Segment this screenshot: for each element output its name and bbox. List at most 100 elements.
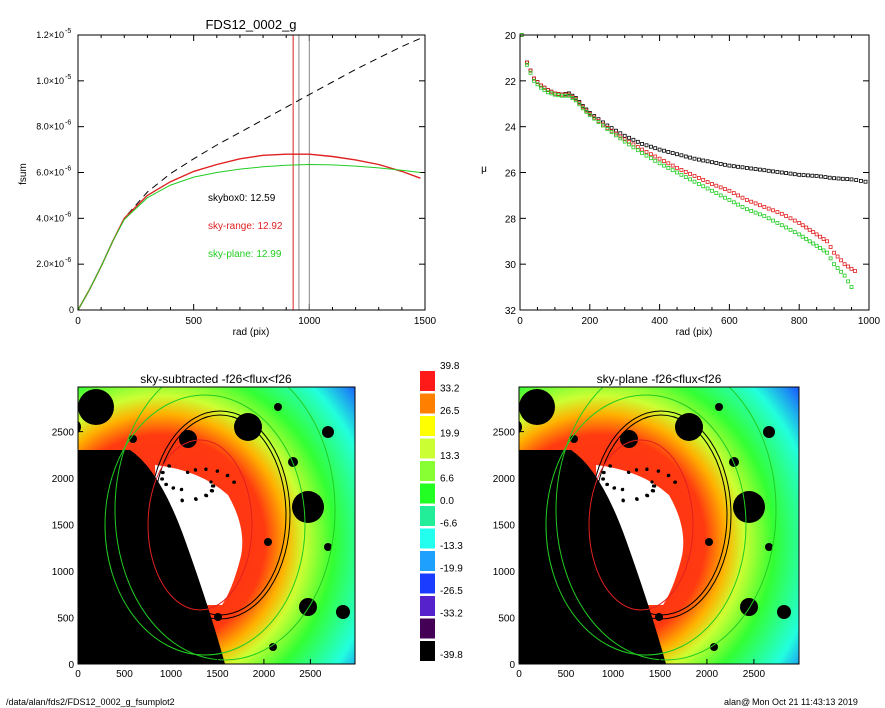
mu-point [570, 96, 575, 100]
mu-point [823, 175, 828, 180]
mu-point [556, 93, 561, 98]
mu-point [675, 165, 679, 170]
heatmap-ytick-label: 1000 [493, 567, 516, 578]
colorbar-label: -26.5 [440, 586, 463, 597]
mu-point [779, 211, 784, 216]
mu-point [635, 139, 640, 144]
mu-point [649, 152, 653, 157]
heatmap2-aperture-red [588, 439, 694, 611]
mu-point [736, 202, 740, 207]
mu-point [532, 78, 536, 83]
fsum-ytick-exponent: -6 [65, 120, 71, 127]
mu-point [821, 237, 826, 241]
mu-point [670, 163, 675, 168]
heatmap1-aperture-red [147, 439, 253, 611]
masked-star [621, 498, 625, 502]
mu-point [797, 232, 802, 237]
mu-point [627, 142, 631, 147]
colorbar-label: -33.2 [440, 609, 463, 620]
mu-point [697, 175, 701, 180]
mu-xtick-label: 0 [517, 316, 523, 327]
fsum-ytick-label: 1.0×10 [36, 76, 64, 86]
heatmap1-aperture-green-inner [104, 394, 306, 656]
mu-point [835, 266, 840, 270]
mu-point [758, 212, 762, 217]
mu-xtick-label: 200 [581, 316, 598, 327]
mu-point [846, 264, 850, 269]
mu-ytick-label: 20 [505, 31, 517, 42]
masked-star [78, 389, 114, 425]
masked-star [656, 469, 660, 473]
mu-point [649, 144, 653, 149]
fsum-ylabel: fsum [18, 163, 29, 185]
mu-point [653, 158, 658, 163]
mu-point [546, 90, 550, 95]
mu-point [806, 173, 810, 178]
colorbar-label: -13.3 [440, 541, 463, 552]
colorbar-label: 13.3 [440, 451, 460, 462]
mu-point [762, 204, 767, 209]
heatmap-xtick-label: 2000 [253, 669, 276, 680]
mu-point [840, 176, 845, 181]
mu-point [779, 223, 784, 228]
fsum-ytick-exponent: -5 [65, 28, 71, 35]
mu-point [811, 230, 816, 235]
heatmap1-ticks: 0 500 1000 1500 2000 2500 0 500 1000 1500 2000 2500 [52, 428, 322, 680]
masked-star [705, 538, 713, 546]
mu-point [710, 160, 714, 165]
mu-point [535, 82, 540, 87]
heatmap-xtick-label: 500 [558, 669, 575, 680]
mu-point [727, 198, 732, 202]
mu-point [688, 171, 692, 176]
mu-point [740, 195, 745, 200]
mu-point [801, 173, 806, 178]
masked-star [164, 482, 169, 486]
mu-point [800, 223, 805, 228]
mu-point [539, 85, 543, 90]
heatmap-ytick-label: 1500 [493, 521, 516, 532]
masked-star [621, 487, 625, 491]
heatmap-xtick-label: 0 [75, 669, 81, 680]
masked-star [765, 543, 773, 551]
masked-star [546, 454, 552, 460]
masked-star [601, 477, 605, 481]
mu-point [692, 156, 697, 161]
mu-point [701, 184, 706, 189]
mu-point [731, 200, 736, 205]
masked-star [634, 468, 639, 472]
mu-point [640, 151, 644, 155]
mu-point [701, 177, 706, 182]
heatmap2-aperture-outer-black-2 [590, 410, 732, 620]
mu-point [731, 164, 736, 169]
colorbar-swatch [420, 393, 435, 414]
fsum-series-line [77, 153, 421, 311]
heatmap2-aperture-green-outer [555, 387, 777, 661]
mu-point [849, 266, 854, 271]
masked-star [78, 420, 81, 434]
footer-timestamp: Mon Oct 21 11:43:13 2019 [752, 697, 858, 707]
mu-point [592, 116, 597, 121]
masked-star [161, 470, 165, 475]
masked-star [274, 403, 282, 411]
mu-point [714, 191, 719, 196]
mu-ytick-label: 22 [505, 77, 517, 88]
masked-star [193, 497, 198, 501]
mu-point [528, 68, 533, 73]
footer-user: alan@ [724, 697, 751, 707]
mu-point [679, 167, 684, 172]
heatmap-xtick-label: 1500 [206, 669, 229, 680]
mu-point [832, 250, 836, 255]
mu-point [827, 175, 832, 180]
mu-point [601, 120, 605, 125]
mu-point [828, 256, 833, 261]
colorbar-swatch [420, 506, 435, 526]
mu-point [662, 163, 666, 168]
mu-point [784, 171, 788, 176]
mu-series [519, 33, 868, 290]
mu-point [758, 203, 762, 208]
mu-point [601, 122, 605, 127]
mu-chart: 0 200 400 600 800 1000 20 22 24 26 28 30 32 rad (pix… [481, 31, 880, 338]
heatmap-ytick-label: 1500 [52, 521, 75, 532]
mu-point [825, 239, 829, 244]
mu-point [727, 163, 732, 168]
